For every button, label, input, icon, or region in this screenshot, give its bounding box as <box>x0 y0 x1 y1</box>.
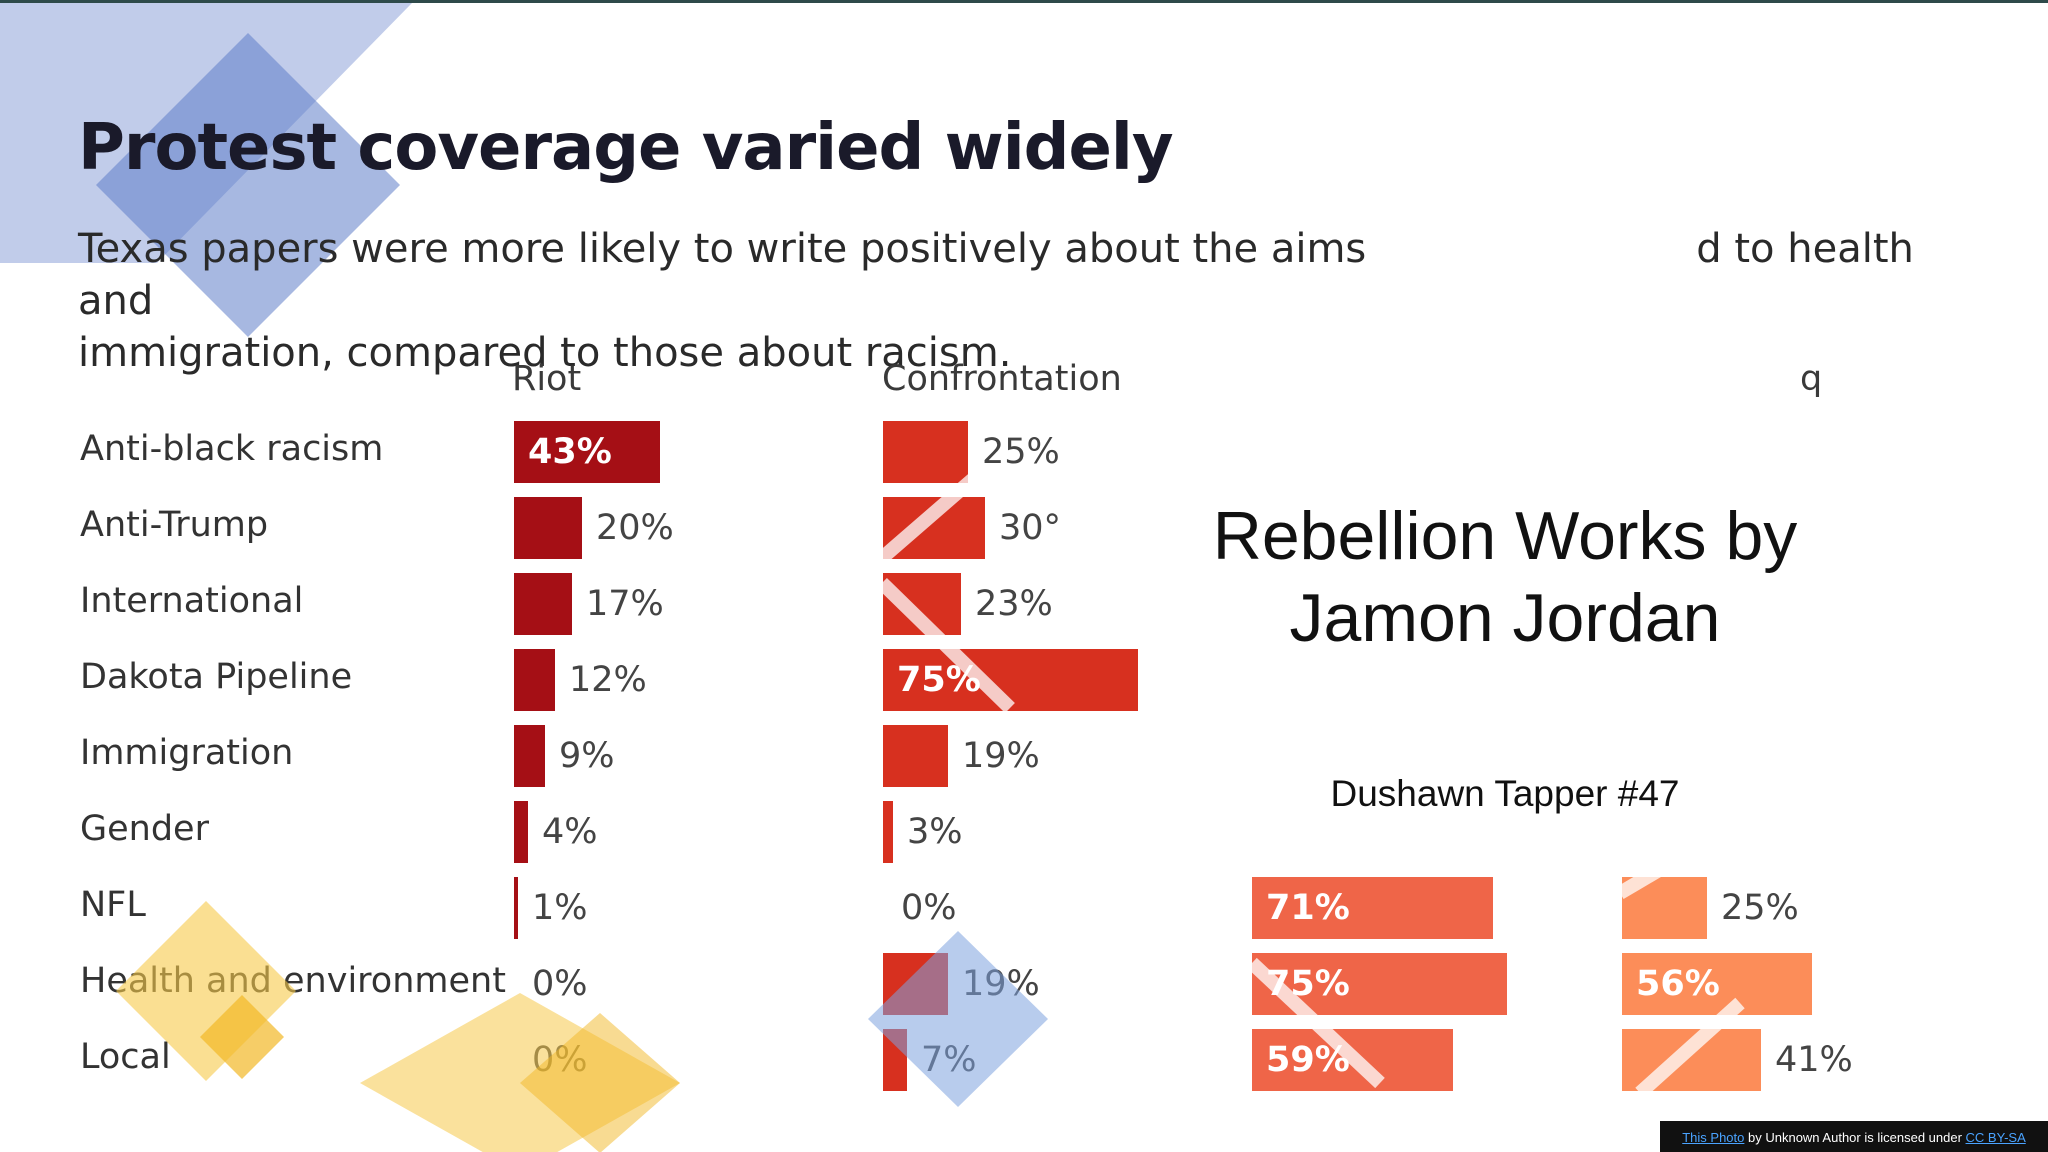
data-label: 19% <box>962 964 1040 1004</box>
category-label: Gender <box>80 809 209 849</box>
data-label: 25% <box>1721 888 1799 928</box>
data-label: 30° <box>999 508 1062 548</box>
data-label: 23% <box>975 584 1053 624</box>
data-label: 9% <box>559 736 615 776</box>
data-label: 4% <box>542 812 598 852</box>
bar-riot <box>514 649 555 711</box>
bar-q <box>1622 877 1707 939</box>
category-label: Local <box>80 1037 171 1077</box>
presentation-title-line-2: Jamon Jordan <box>1289 580 1721 656</box>
bar-series-2 <box>1252 877 1493 939</box>
bar-confrontation <box>883 953 948 1015</box>
data-label: 41% <box>1775 1040 1853 1080</box>
column-header-partial: q <box>1800 359 1823 399</box>
bar-confrontation <box>883 1029 907 1091</box>
data-label: 20% <box>596 508 674 548</box>
credit-by-text: by Unknown Author is licensed under <box>1744 1130 1966 1145</box>
bar-riot <box>514 421 660 483</box>
data-label: 19% <box>962 736 1040 776</box>
category-label: Health and environment <box>80 961 506 1001</box>
decor-blue-diamond-top-left <box>96 33 400 337</box>
bar-q <box>1622 1029 1761 1091</box>
data-label: 59% <box>1266 1040 1350 1080</box>
bar-riot <box>514 497 582 559</box>
column-header-riot: Riot <box>512 359 582 399</box>
bar-riot <box>514 573 572 635</box>
chart-subtitle: Texas papers were more likely to write p… <box>78 223 1978 379</box>
column-header-confrontation: Confrontation <box>882 359 1122 399</box>
data-label: 17% <box>586 584 664 624</box>
bar-confrontation <box>883 801 893 863</box>
subtitle-line-2: immigration, compared to those about rac… <box>78 330 1012 376</box>
subtitle-part-1: Texas papers were more likely to write p… <box>78 226 1367 272</box>
bar-riot <box>514 725 545 787</box>
presentation-title: Rebellion Works by Jamon Jordan <box>1160 495 1850 659</box>
data-label: 0% <box>532 964 588 1004</box>
bar-riot <box>514 877 518 939</box>
category-label: Immigration <box>80 733 294 773</box>
data-label: 0% <box>532 1040 588 1080</box>
data-label: 75% <box>897 660 981 700</box>
category-label: Dakota Pipeline <box>80 657 353 697</box>
data-label: 71% <box>1266 888 1350 928</box>
category-label: NFL <box>80 885 146 925</box>
bar-confrontation <box>883 725 948 787</box>
category-label: Anti-Trump <box>80 505 269 545</box>
overlay-box <box>1150 403 1990 823</box>
bar-confrontation <box>883 497 985 559</box>
chart-title: Protest coverage varied widely <box>78 111 1174 185</box>
bar-confrontation <box>883 421 968 483</box>
data-label: 75% <box>1266 964 1350 1004</box>
presentation-author: Dushawn Tapper #47 <box>1330 773 1680 814</box>
photo-link[interactable]: This Photo <box>1682 1130 1745 1145</box>
presentation-title-line-1: Rebellion Works by <box>1212 498 1798 574</box>
data-label: 56% <box>1636 964 1720 1004</box>
data-label: 3% <box>907 812 963 852</box>
license-link[interactable]: CC BY-SA <box>1965 1130 2026 1145</box>
subtitle-part-2: d to health and <box>78 226 1914 324</box>
data-label: 43% <box>528 432 612 472</box>
data-label: 0% <box>901 888 957 928</box>
data-label: 1% <box>532 888 588 928</box>
category-label: Anti-black racism <box>80 429 384 469</box>
data-label: 25% <box>982 432 1060 472</box>
bar-confrontation <box>883 573 961 635</box>
data-label: 7% <box>921 1040 977 1080</box>
bar-riot <box>514 801 528 863</box>
photo-credit: This Photo by Unknown Author is licensed… <box>1660 1121 2048 1152</box>
data-label: 12% <box>569 660 647 700</box>
category-label: International <box>80 581 304 621</box>
